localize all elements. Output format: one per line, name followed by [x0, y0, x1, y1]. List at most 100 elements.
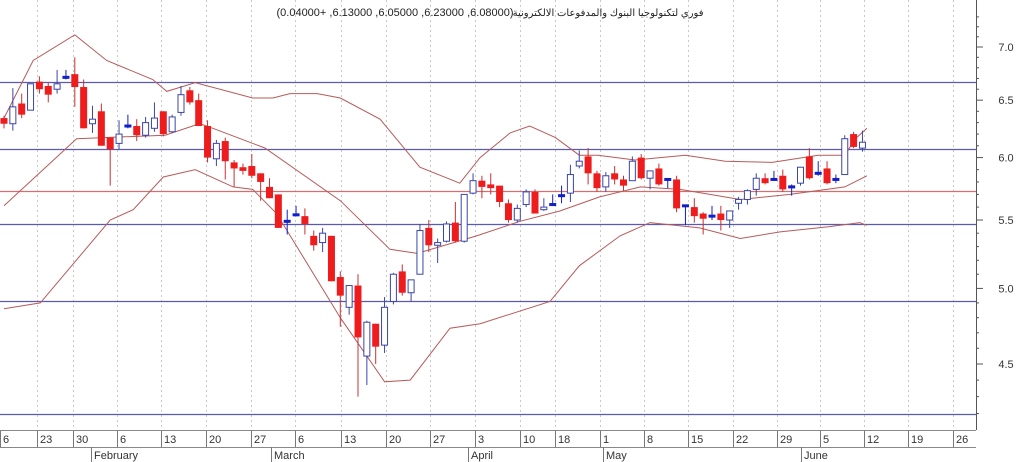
candle-body-up — [27, 83, 35, 111]
x-day-label: 3 — [478, 434, 484, 446]
candle-body-down — [504, 203, 512, 221]
x-day-label: 26 — [956, 434, 968, 446]
y-tick-label: 5.0 — [998, 283, 1013, 295]
x-day-label: 30 — [76, 434, 88, 446]
candle-body-doji — [832, 177, 840, 181]
candle-body-down — [637, 157, 645, 179]
candle-body-down — [690, 207, 698, 217]
vertical-gridlines — [37, 0, 954, 430]
x-day-label: 13 — [344, 434, 356, 446]
x-day-label: 5 — [823, 434, 829, 446]
x-day-label: 6 — [120, 434, 126, 446]
candle-body-up — [460, 193, 468, 242]
x-month-label: May — [606, 450, 627, 462]
candle-body-up — [381, 306, 389, 346]
candle-body-up — [858, 141, 866, 149]
candle-body-up — [9, 106, 17, 125]
candle-body-down — [761, 178, 769, 184]
candle-body-down — [699, 213, 707, 219]
x-day-label: 27 — [433, 434, 445, 446]
candle-body-down — [336, 277, 344, 296]
candle-body-down — [620, 179, 627, 186]
candle-body-doji — [770, 177, 778, 181]
candle-body-up — [53, 83, 61, 90]
candle-body-doji — [814, 171, 822, 175]
candle-body-down — [584, 156, 592, 174]
candle-body-up — [407, 279, 415, 294]
candle-body-down — [239, 167, 247, 171]
x-day-label: 6 — [298, 434, 304, 446]
candle-body-down — [531, 191, 539, 214]
x-month-label: June — [804, 450, 828, 462]
candle-body-up — [443, 223, 450, 242]
candle-body-down — [221, 141, 229, 162]
candles — [0, 57, 866, 397]
bollinger-lower-band — [3, 169, 868, 383]
candle-body-up — [469, 180, 477, 194]
candle-body-up — [89, 118, 96, 125]
candle-body-down — [133, 126, 141, 136]
candle-body-down — [230, 162, 238, 169]
candle-body-down — [496, 185, 504, 202]
x-day-label: 13 — [164, 434, 176, 446]
candle-body-doji — [664, 177, 672, 181]
candle-body-up — [575, 160, 583, 167]
y-tick-label: 4.5 — [998, 359, 1013, 371]
chart-title: فوري لتكنولوجيا البنوك والمدفوعات الالكت… — [276, 7, 703, 19]
candle-body-down — [717, 213, 725, 221]
bollinger-bands — [3, 34, 868, 383]
x-day-label: 27 — [254, 434, 266, 446]
bollinger-middle-band — [3, 123, 868, 254]
candle-body-down — [266, 186, 273, 199]
candle-body-up — [150, 117, 158, 129]
candle-body-up — [513, 207, 521, 221]
candle-body-up — [115, 133, 123, 144]
candle-body-doji — [62, 75, 70, 79]
candle-body-down — [779, 175, 787, 190]
candle-body-down — [186, 90, 194, 103]
candle-body-doji — [549, 203, 557, 207]
candle-body-doji — [788, 185, 796, 189]
candle-body-up — [434, 242, 442, 246]
candle-body-up — [628, 160, 636, 182]
x-day-label: 19 — [911, 434, 923, 446]
y-tick-label: 5.5 — [998, 215, 1013, 227]
x-axis: 6 23 30 6 13 20 27 6 13 20 27 3 10 18 1 8 15 22 29 5 12 19 26F… — [0, 430, 976, 462]
candle-body-down — [487, 184, 495, 189]
candle-body-down — [301, 216, 309, 224]
x-day-label: 15 — [691, 434, 703, 446]
x-day-label: 6 — [3, 434, 9, 446]
x-month-label: February — [94, 450, 139, 462]
candle-body-up — [168, 116, 176, 133]
candle-body-down — [44, 85, 52, 95]
candle-body-down — [80, 87, 88, 129]
x-month-label: April — [471, 450, 493, 462]
candle-body-down — [71, 74, 79, 88]
candle-body-down — [0, 118, 8, 124]
candle-body-up — [540, 206, 548, 211]
candle-body-up — [345, 285, 353, 308]
candle-body-up — [735, 198, 743, 204]
y-tick-label: 6.0 — [998, 153, 1013, 165]
candle-body-down — [611, 173, 619, 180]
candle-body-down — [159, 111, 167, 135]
candle-body-up — [743, 190, 751, 200]
candle-body-up — [416, 230, 424, 275]
x-day-label: 8 — [647, 434, 653, 446]
candle-body-down — [478, 180, 486, 187]
candle-body-down — [354, 285, 362, 338]
candle-body-down — [310, 235, 318, 246]
candle-body-up — [841, 138, 849, 176]
x-day-label: 18 — [558, 434, 570, 446]
candle-body-up — [177, 94, 185, 113]
candle-body-down — [204, 126, 212, 158]
candle-body-down — [673, 179, 681, 209]
candle-body-down — [18, 103, 26, 115]
candle-body-down — [106, 137, 114, 150]
candle-body-up — [319, 232, 327, 244]
y-tick-label: 7.0 — [998, 42, 1013, 54]
candle-body-up — [363, 321, 371, 357]
x-month-label: March — [274, 450, 305, 462]
y-tick-label: 6.5 — [998, 95, 1013, 107]
